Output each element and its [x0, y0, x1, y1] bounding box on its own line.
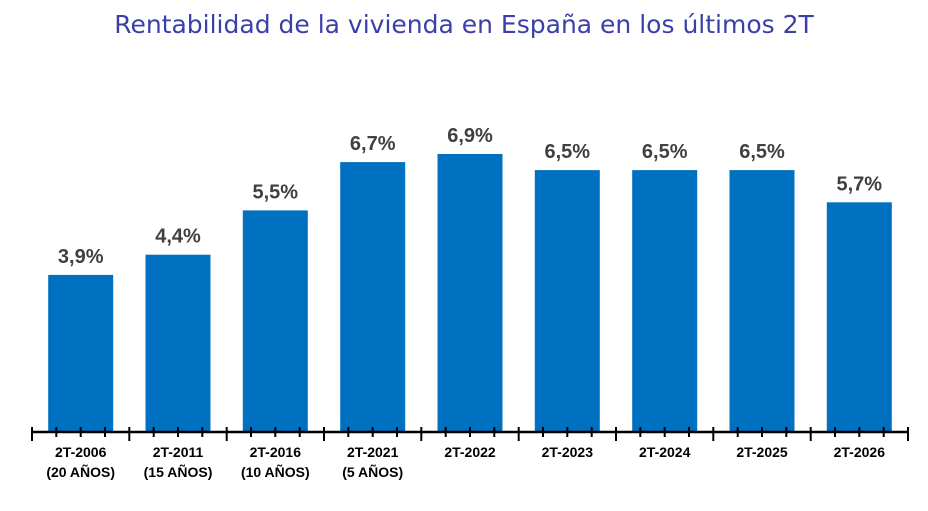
bar-4 — [437, 154, 503, 432]
category-label-line: 2T-2023 — [542, 444, 594, 460]
bar-8 — [826, 202, 892, 432]
bar-7 — [729, 170, 795, 432]
bar-6 — [632, 170, 698, 432]
category-label-line: 2T-2011 — [153, 444, 204, 460]
category-label-2: 2T-2016 (10 AÑOS) — [241, 444, 310, 480]
category-label-line: 2T-2006 — [55, 444, 107, 460]
category-label-line: (5 AÑOS) — [342, 463, 403, 480]
category-label-line: (20 AÑOS) — [46, 463, 115, 480]
category-label-5: 2T-2023 — [542, 444, 594, 460]
category-label-line: (10 AÑOS) — [241, 463, 310, 480]
value-label-7: 6,5% — [739, 141, 785, 163]
category-labels-group: 2T-2006 (20 AÑOS) 2T-2011 (15 AÑOS) 2T-2016 (… — [46, 444, 885, 480]
category-label-line: 2T-2021 — [347, 444, 399, 460]
bar-1 — [145, 254, 211, 432]
category-label-1: 2T-2011 (15 AÑOS) — [144, 444, 213, 480]
value-label-4: 6,9% — [447, 125, 493, 147]
value-label-2: 5,5% — [253, 181, 299, 203]
category-label-0: 2T-2006 (20 AÑOS) — [46, 444, 115, 480]
value-label-8: 5,7% — [837, 173, 883, 195]
value-label-6: 6,5% — [642, 141, 688, 163]
category-label-line: (15 AÑOS) — [144, 463, 213, 480]
value-label-3: 6,7% — [350, 133, 396, 155]
bar-3 — [340, 162, 406, 432]
value-label-0: 3,9% — [58, 246, 104, 268]
category-label-line: 2T-2024 — [639, 444, 691, 460]
bar-0 — [48, 274, 114, 432]
value-label-5: 6,5% — [545, 141, 591, 163]
category-label-8: 2T-2026 — [834, 444, 886, 460]
value-label-1: 4,4% — [155, 226, 201, 248]
chart-title: Rentabilidad de la vivienda en España en… — [114, 10, 814, 39]
category-label-7: 2T-2025 — [736, 444, 788, 460]
category-label-line: 2T-2026 — [834, 444, 886, 460]
category-label-6: 2T-2024 — [639, 444, 691, 460]
bar-2 — [242, 210, 308, 432]
value-labels-group: 3,9% 4,4% 5,5% 6,7% 6,9% 6,5% 6,5% 6,5% 5,7% — [58, 125, 882, 268]
category-label-3: 2T-2021 (5 AÑOS) — [342, 444, 403, 480]
bars-group — [48, 154, 892, 432]
bar-5 — [534, 170, 600, 432]
category-label-line: 2T-2025 — [736, 444, 788, 460]
category-label-4: 2T-2022 — [444, 444, 496, 460]
category-label-line: 2T-2016 — [250, 444, 302, 460]
category-label-line: 2T-2022 — [444, 444, 496, 460]
x-axis — [31, 427, 909, 441]
